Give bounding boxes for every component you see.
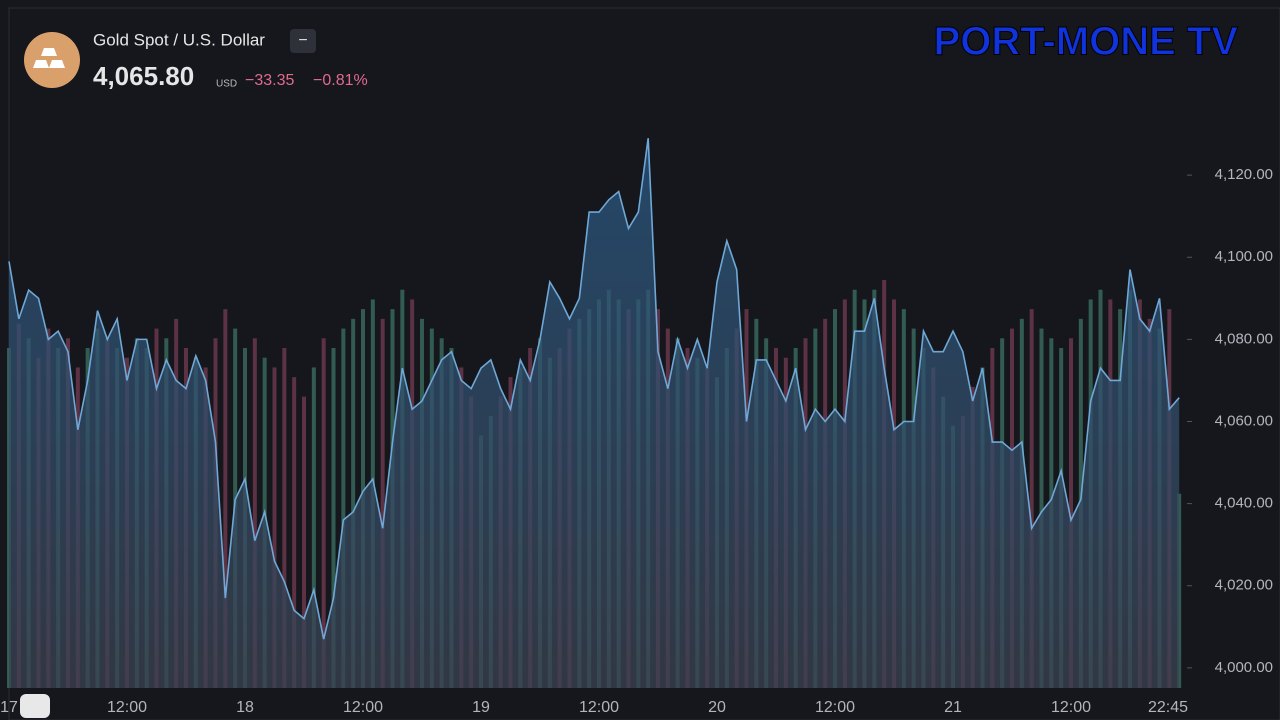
x-tick-label: 12:00 bbox=[579, 699, 619, 716]
x-tick-label: 12:00 bbox=[343, 699, 383, 716]
price-area bbox=[9, 138, 1180, 689]
volume-bar bbox=[331, 348, 336, 688]
gold-bars-icon bbox=[33, 48, 65, 68]
volume-bar bbox=[292, 377, 297, 688]
y-tick-label: 4,060.00 bbox=[1215, 412, 1273, 429]
x-tick-label: 17 bbox=[0, 699, 18, 716]
x-tick-label: 21 bbox=[944, 699, 962, 716]
symbol-name: Gold Spot / U.S. Dollar bbox=[93, 30, 265, 49]
x-tick-label: 20 bbox=[708, 699, 726, 716]
x-tick-label: 12:00 bbox=[815, 699, 855, 716]
volume-bar bbox=[380, 318, 385, 688]
price-line bbox=[8, 138, 1180, 640]
x-tick-label: 22:45 bbox=[1148, 699, 1188, 716]
volume-bar bbox=[1029, 309, 1034, 688]
y-tick-label: 4,120.00 bbox=[1215, 166, 1273, 183]
volume-bar bbox=[223, 309, 228, 688]
x-tick-label: 19 bbox=[472, 699, 490, 716]
currency: USD bbox=[216, 79, 237, 90]
price-change-percent: −0.81% bbox=[313, 72, 368, 89]
collapse-button-label[interactable]: − bbox=[298, 32, 307, 49]
volume-bar bbox=[321, 338, 326, 688]
y-tick-label: 4,100.00 bbox=[1215, 248, 1273, 265]
y-tick-label: 4,080.00 bbox=[1215, 330, 1273, 347]
volume-bar bbox=[1069, 338, 1073, 688]
collapse-button[interactable] bbox=[290, 29, 316, 53]
volume-bar bbox=[302, 396, 306, 688]
plot-area: 4,000.00 4,020.00 4,040.00 4,060.00 4,080.00… bbox=[0, 138, 1273, 716]
y-tick-label: 4,000.00 bbox=[1215, 659, 1273, 676]
volume-bar bbox=[272, 367, 277, 688]
volume-bar bbox=[311, 367, 316, 688]
x-tick-label: 12:00 bbox=[107, 699, 147, 716]
volume-bar bbox=[1039, 328, 1044, 688]
x-tick-label: 18 bbox=[236, 699, 254, 716]
price-change: −33.35 bbox=[245, 72, 294, 89]
volume-bar bbox=[252, 338, 257, 688]
last-price: 4,065.80 bbox=[93, 61, 194, 91]
x-tick-label: 12:00 bbox=[1051, 699, 1091, 716]
volume-bar bbox=[341, 328, 346, 688]
volume-bar bbox=[282, 348, 287, 688]
y-tick-label: 4,020.00 bbox=[1215, 577, 1273, 594]
tv-logo bbox=[20, 694, 50, 718]
watermark: PORT-MONE TV bbox=[934, 20, 1239, 64]
y-tick-label: 4,040.00 bbox=[1215, 495, 1273, 512]
volume-bar bbox=[351, 318, 356, 688]
